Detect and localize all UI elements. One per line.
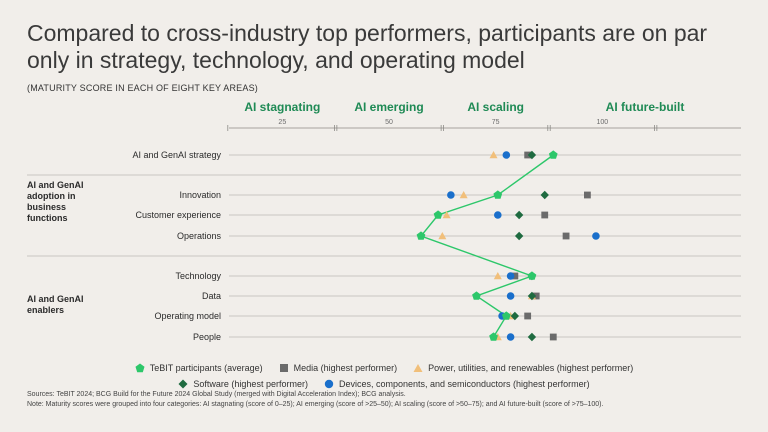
point-tebit (527, 271, 537, 280)
group-label-line: business (27, 202, 66, 212)
group-label: AI and GenAI enablers (27, 294, 84, 315)
point-devices (592, 232, 600, 240)
point-devices (506, 272, 515, 280)
tick-label: 100 (596, 119, 608, 126)
legend-item-media: Media (highest performer) (279, 360, 398, 376)
point-devices (506, 292, 515, 300)
legend-item-power: Power, utilities, and renewables (highes… (413, 360, 633, 376)
row-label: Operations (177, 231, 222, 241)
point-software (514, 231, 524, 241)
point-media (549, 333, 557, 341)
point-tebit (416, 231, 426, 240)
legend-label-tebit: TeBIT participants (average) (149, 363, 263, 373)
chart-title: Compared to cross-industry top performer… (27, 20, 708, 73)
row-label: Innovation (179, 190, 221, 200)
legend-label-power: Power, utilities, and renewables (highes… (428, 363, 634, 373)
square-icon (279, 364, 288, 372)
point-media (562, 232, 570, 240)
tebit-average-line (419, 154, 554, 338)
point-media (532, 292, 540, 300)
group-label-line: adoption in (27, 191, 76, 201)
group-label: AI and GenAI adoption in business functions (27, 180, 84, 223)
legend-label-software: Software (highest performer) (193, 379, 308, 389)
legend-item-software: Software (highest performer) (178, 376, 308, 392)
pentagon-icon (135, 363, 145, 373)
tick-label: 50 (385, 119, 393, 126)
category-header: AI stagnating (244, 100, 320, 114)
point-software (527, 291, 537, 301)
point-devices (502, 151, 511, 159)
point-devices (506, 333, 515, 341)
row-label: Customer experience (135, 210, 221, 220)
group-label-line: functions (27, 213, 68, 223)
point-media (524, 312, 532, 320)
group-label-line: AI and GenAI (27, 180, 84, 190)
point-devices (494, 211, 502, 219)
legend-item-devices: Devices, components, and semiconductors … (324, 376, 590, 392)
point-power (438, 232, 447, 240)
legend-item-tebit: TeBIT participants (average) (135, 360, 263, 376)
footnotes: Sources: TeBIT 2024; BCG Build for the F… (27, 390, 757, 410)
point-tebit (472, 291, 481, 300)
point-tebit (501, 311, 511, 320)
point-tebit (493, 190, 503, 199)
point-software (540, 190, 549, 200)
tick-label: 75 (492, 119, 500, 126)
point-software (514, 210, 524, 220)
category-header: AI scaling (467, 100, 524, 114)
point-power (493, 272, 502, 280)
maturity-note: Note: Maturity scores were grouped into … (27, 401, 604, 408)
group-label-line: AI and GenAI (27, 294, 84, 304)
row-label: People (193, 332, 221, 342)
point-software (527, 332, 537, 342)
tick-label: 25 (278, 119, 286, 126)
row-label: Data (202, 291, 221, 301)
category-header: AI future-built (606, 100, 685, 114)
triangle-icon (413, 364, 423, 372)
point-media (584, 191, 591, 199)
row-label: Operating model (154, 311, 221, 321)
legend-label-media: Media (highest performer) (293, 363, 398, 373)
row-label: AI and GenAI strategy (132, 150, 221, 160)
point-devices (447, 191, 455, 199)
point-tebit (433, 210, 443, 219)
chart-subtitle: (MATURITY SCORE IN EACH OF EIGHT KEY ARE… (27, 83, 258, 93)
legend-label-devices: Devices, components, and semiconductors … (338, 379, 590, 389)
category-header: AI emerging (354, 100, 423, 114)
point-power (459, 191, 468, 199)
point-software (527, 150, 537, 160)
row-label: Technology (175, 271, 221, 281)
diamond-icon (178, 379, 188, 389)
point-power (442, 211, 451, 219)
point-media (511, 272, 519, 280)
circle-icon (324, 379, 334, 389)
sources-note: Sources: TeBIT 2024; BCG Build for the F… (27, 391, 406, 398)
point-tebit (489, 332, 498, 341)
legend: TeBIT participants (average) Media (high… (0, 360, 768, 392)
point-media (541, 211, 549, 219)
group-label-line: enablers (27, 305, 64, 315)
point-power (489, 151, 498, 159)
point-tebit (548, 150, 558, 159)
point-media (524, 151, 532, 159)
point-software (510, 311, 520, 321)
